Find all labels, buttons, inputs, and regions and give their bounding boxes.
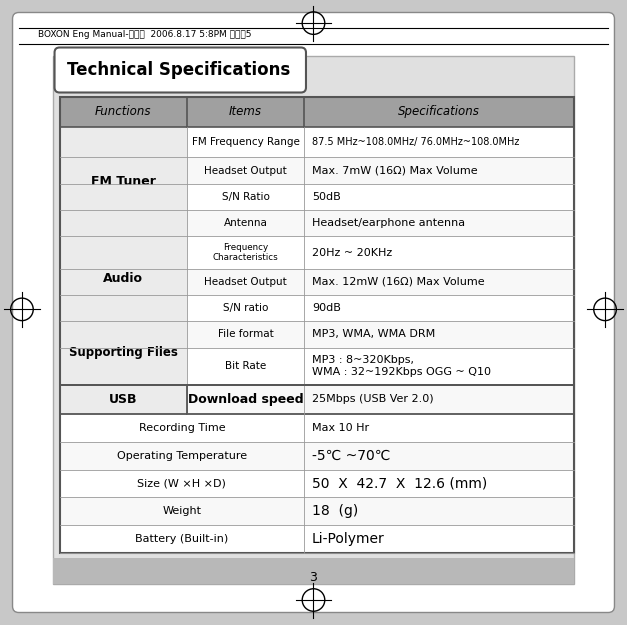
Text: 20Hz ~ 20KHz: 20Hz ~ 20KHz [312,248,392,258]
Text: Frequency
Characteristics: Frequency Characteristics [213,242,278,262]
Bar [304,414,574,442]
Text: FM Tuner: FM Tuner [91,175,155,188]
Bar [60,295,187,321]
Text: File format: File format [218,329,273,339]
Text: Download speed: Download speed [188,393,303,406]
Text: FM Frequency Range: FM Frequency Range [192,137,300,147]
Bar [60,236,187,321]
Bar [60,442,304,469]
Text: Li-Polymer: Li-Polymer [312,532,384,546]
FancyBboxPatch shape [55,48,306,92]
Text: S/N Ratio: S/N Ratio [222,192,270,202]
Bar [304,295,574,321]
Bar [60,384,187,414]
Bar [187,158,304,184]
Text: 87.5 MHz~108.0MHz/ 76.0MHz~108.0MHz: 87.5 MHz~108.0MHz/ 76.0MHz~108.0MHz [312,137,519,147]
Bar [304,384,574,414]
Bar [304,442,574,469]
Bar [304,498,574,525]
Text: Max. 12mW (16Ω) Max Volume: Max. 12mW (16Ω) Max Volume [312,277,485,287]
Text: Headset Output: Headset Output [204,277,287,287]
Bar [187,236,304,269]
Bar [60,97,574,126]
Text: 90dB: 90dB [312,303,340,313]
Text: Max 10 Hr: Max 10 Hr [312,423,369,433]
Bar [60,348,187,384]
Bar [304,269,574,295]
Text: USB: USB [109,393,137,406]
Text: Headset/earphone antenna: Headset/earphone antenna [312,218,465,228]
Text: Battery (Built-in): Battery (Built-in) [135,534,229,544]
Text: Bit Rate: Bit Rate [225,361,266,371]
Bar [304,184,574,210]
Text: Specifications: Specifications [398,105,480,118]
Text: Recording Time: Recording Time [139,423,225,433]
Bar [304,469,574,498]
Bar [60,321,187,384]
Bar [60,469,304,498]
Text: Supporting Files: Supporting Files [69,346,178,359]
Text: 50dB: 50dB [312,192,340,202]
Bar [60,498,304,525]
Text: Headset Output: Headset Output [204,166,287,176]
Text: Max. 7mW (16Ω) Max Volume: Max. 7mW (16Ω) Max Volume [312,166,477,176]
Bar [60,414,304,442]
Bar [60,97,574,553]
Bar [304,126,574,158]
Bar [187,126,304,158]
Text: Weight: Weight [162,506,201,516]
Text: Functions: Functions [95,105,152,118]
Bar [187,321,304,348]
Bar [60,126,187,236]
Bar [53,558,574,584]
Bar [187,269,304,295]
Bar [60,184,187,210]
Bar [187,384,304,414]
FancyBboxPatch shape [13,12,614,612]
Bar [304,210,574,236]
Bar [53,56,574,584]
Text: 3: 3 [310,571,317,584]
Text: 18  (g): 18 (g) [312,504,358,518]
Bar [60,525,304,553]
Text: MP3 : 8~320Kbps,
WMA : 32~192Kbps OGG ~ Q10: MP3 : 8~320Kbps, WMA : 32~192Kbps OGG ~ … [312,355,491,377]
Text: S/N ratio: S/N ratio [223,303,268,313]
Text: BOXON Eng Manual-승인용  2006.8.17 5:8PM 페이지5: BOXON Eng Manual-승인용 2006.8.17 5:8PM 페이지… [38,30,251,39]
Bar [304,236,574,269]
Text: Size (W ×H ×D): Size (W ×H ×D) [137,479,226,489]
Text: Items: Items [229,105,262,118]
Bar [60,158,187,184]
Bar [187,184,304,210]
Text: MP3, WMA, WMA DRM: MP3, WMA, WMA DRM [312,329,435,339]
Text: 50  X  42.7  X  12.6 (mm): 50 X 42.7 X 12.6 (mm) [312,477,487,491]
Text: 25Mbps (USB Ver 2.0): 25Mbps (USB Ver 2.0) [312,394,433,404]
Text: Audio: Audio [103,272,144,285]
Bar [304,158,574,184]
Text: Operating Temperature: Operating Temperature [117,451,247,461]
Bar [187,348,304,384]
Bar [60,269,187,295]
Bar [187,295,304,321]
Bar [304,348,574,384]
Bar [304,525,574,553]
Text: -5℃ ~70℃: -5℃ ~70℃ [312,449,390,462]
Bar [187,210,304,236]
Text: Technical Specifications: Technical Specifications [67,61,290,79]
Bar [304,321,574,348]
Text: Antenna: Antenna [224,218,268,228]
Bar [60,210,187,236]
